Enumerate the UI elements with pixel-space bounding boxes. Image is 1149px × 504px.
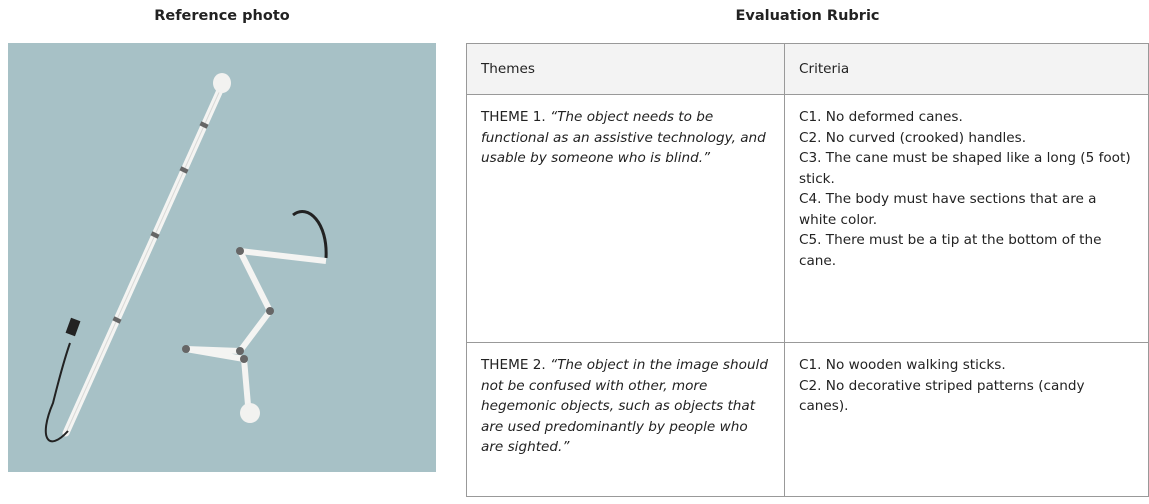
criterion: C4. The body must have sections that are…	[799, 191, 1097, 228]
header-row: Themes Criteria	[466, 43, 1149, 95]
criteria-cell: C1. No deformed canes. C2. No curved (cro…	[784, 94, 1149, 343]
criterion: C2. No curved (crooked) handles.	[799, 129, 1027, 146]
header-cell: Themes	[466, 43, 785, 95]
criterion: C3. The cane must be shaped like a long …	[799, 150, 1131, 187]
theme-quote: “The object needs to be functional as an…	[481, 109, 766, 166]
criterion: C5. There must be a tip at the bottom of…	[799, 232, 1102, 269]
theme-cell: THEME 1. “The object needs to be functio…	[466, 94, 785, 343]
rubric-table: Themes Criteria THEME 1. “The object nee…	[466, 43, 1149, 497]
header-cell: Criteria	[784, 43, 1149, 95]
theme-label: THEME 1.	[481, 109, 546, 125]
criterion: C1. No deformed canes.	[799, 109, 963, 125]
criterion: C1. No wooden walking sticks.	[799, 357, 1006, 373]
rubric-row: THEME 2. “The object in the image should…	[466, 342, 1149, 497]
theme-label: THEME 2.	[481, 357, 546, 373]
criteria-cell: C1. No wooden walking sticks. C2. No deco…	[784, 342, 1149, 497]
theme-quote: “The object in the image should not be c…	[481, 357, 768, 455]
reference-photo	[8, 43, 436, 472]
theme-cell: THEME 2. “The object in the image should…	[466, 342, 785, 497]
criterion: C2. No decorative striped patterns (cand…	[799, 377, 1085, 415]
rubric-title: Evaluation Rubric	[735, 8, 880, 24]
rubric-row: THEME 1. “The object needs to be functio…	[466, 94, 1149, 343]
photo-title: Reference photo	[154, 8, 290, 24]
